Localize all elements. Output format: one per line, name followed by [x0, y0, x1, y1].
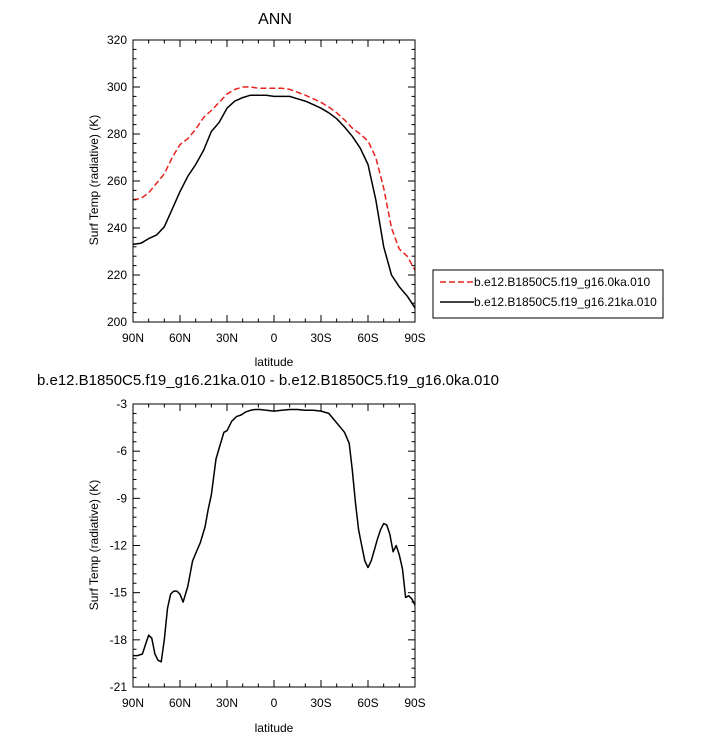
top-x-tick-label: 0	[271, 331, 278, 345]
top-y-tick-label: 200	[107, 315, 127, 329]
bottom-x-tick-label: 30S	[310, 696, 331, 710]
legend-box	[432, 269, 664, 319]
bottom-x-tick-label: 60N	[169, 696, 191, 710]
bottom-y-tick-label: -3	[116, 397, 127, 411]
bottom-chart-x-axis-label: latitude	[255, 721, 294, 735]
top-chart-x-axis-label: latitude	[255, 355, 294, 369]
bottom-series-line-0	[133, 408, 416, 663]
bottom-x-tick-label: 60S	[357, 696, 378, 710]
top-x-tick-label: 90N	[122, 331, 144, 345]
bottom-y-tick-label: -12	[110, 539, 128, 553]
bottom-y-tick-label: -18	[110, 633, 128, 647]
top-line-chart: ANN Surf Temp (radiative) (K) latitude 9…	[87, 11, 664, 369]
bottom-y-tick-label: -6	[116, 444, 127, 458]
top-chart-frame	[132, 39, 416, 323]
top-series-line-0	[132, 86, 416, 271]
top-y-tick-label: 300	[107, 80, 127, 94]
top-x-tick-label: 60S	[357, 331, 378, 345]
bottom-x-tick-label: 90S	[404, 696, 425, 710]
bottom-x-tick-label: 90N	[122, 696, 144, 710]
bottom-chart-title: b.e12.B1850C5.f19_g16.21ka.010 - b.e12.B…	[37, 372, 499, 389]
top-y-tick-label: 280	[107, 127, 127, 141]
top-x-tick-label: 30N	[216, 331, 238, 345]
legend-label-0ka: b.e12.B1850C5.f19_g16.0ka.010	[474, 275, 650, 289]
top-x-tick-label: 90S	[404, 331, 425, 345]
top-y-tick-label: 240	[107, 221, 127, 235]
top-x-tick-label: 60N	[169, 331, 191, 345]
bottom-chart-frame	[132, 403, 416, 688]
bottom-line-chart: b.e12.B1850C5.f19_g16.21ka.010 - b.e12.B…	[37, 372, 499, 735]
bottom-x-tick-label: 30N	[216, 696, 238, 710]
bottom-y-tick-label: -21	[110, 680, 128, 694]
top-chart-title: ANN	[258, 11, 292, 28]
bottom-x-tick-label: 0	[271, 696, 278, 710]
top-y-tick-label: 260	[107, 174, 127, 188]
top-series-line-1	[132, 94, 416, 309]
bottom-y-tick-label: -9	[116, 491, 127, 505]
top-y-tick-label: 220	[107, 268, 127, 282]
bottom-y-tick-label: -15	[110, 586, 128, 600]
top-x-tick-label: 30S	[310, 331, 331, 345]
top-y-tick-label: 320	[107, 33, 127, 47]
legend-label-21ka: b.e12.B1850C5.f19_g16.21ka.010	[474, 295, 657, 309]
top-chart-y-axis-label: Surf Temp (radiative) (K)	[87, 115, 101, 245]
bottom-chart-y-axis-label: Surf Temp (radiative) (K)	[87, 480, 101, 610]
top-chart-legend: b.e12.B1850C5.f19_g16.0ka.010 b.e12.B185…	[432, 269, 664, 319]
